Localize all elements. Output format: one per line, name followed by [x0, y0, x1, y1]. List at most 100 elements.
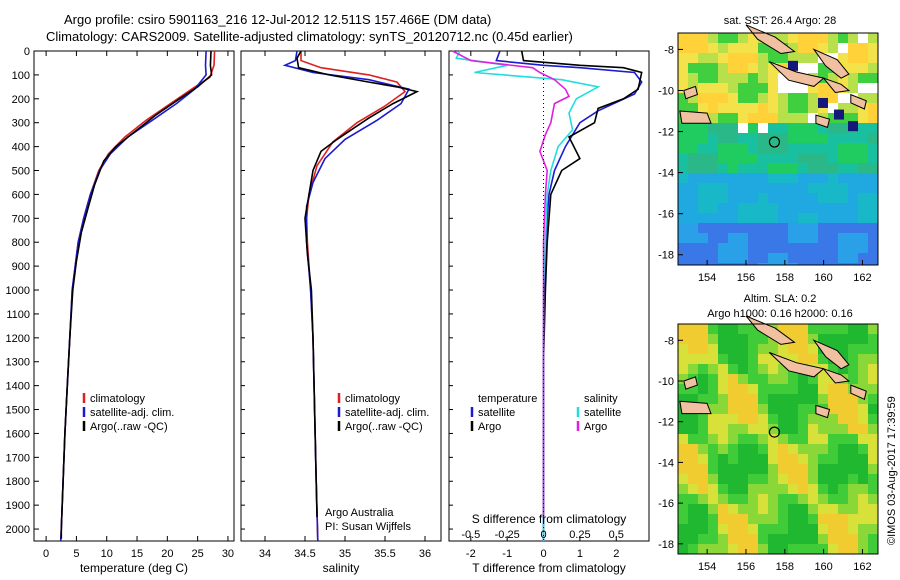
map-cell — [808, 203, 818, 213]
map-cell — [678, 364, 688, 374]
map-cell — [858, 173, 868, 183]
map-cell — [848, 464, 858, 474]
map-cell — [678, 163, 688, 173]
map-cell — [728, 203, 738, 213]
map-cell — [868, 324, 878, 334]
map-cell — [748, 73, 758, 83]
map-cell — [678, 183, 688, 193]
difference-salinity-legend-label: salinity — [584, 393, 618, 405]
figure-title-line2: Climatology: CARS2009. Satellite-adjuste… — [46, 29, 573, 44]
map-cell — [678, 474, 688, 484]
map-cell — [798, 153, 808, 163]
map-cell — [698, 243, 708, 253]
depth-ytick-label: 100 — [12, 70, 30, 82]
temperature-legend-label: satellite-adj. clim. — [90, 407, 174, 419]
map-cell — [698, 384, 708, 394]
map-cell — [718, 263, 728, 265]
map-cell — [728, 394, 738, 404]
map-cell — [708, 354, 718, 364]
map-cell — [728, 263, 738, 265]
map-cell — [678, 434, 688, 444]
map-cell — [818, 354, 828, 364]
map-cell — [728, 324, 738, 334]
map-cell — [848, 424, 858, 434]
map-cell — [738, 504, 748, 514]
map-ytick-label: -18 — [658, 250, 674, 262]
sst-map-panel: sat. SST: 26.4 Argo: 28 154 156 158 160 162 -8… — [658, 15, 879, 284]
map-cell — [728, 474, 738, 484]
depth-ytick-label: 600 — [12, 189, 30, 201]
map-cell — [698, 33, 708, 43]
map-cell — [798, 253, 808, 263]
map-cell — [738, 344, 748, 354]
map-cell — [678, 203, 688, 213]
map-cell — [708, 474, 718, 484]
map-cell — [728, 504, 738, 514]
map-cell — [728, 364, 738, 374]
map-cell — [848, 233, 858, 243]
map-cell — [678, 103, 688, 113]
map-cell — [838, 444, 848, 454]
depth-ytick-label: 1100 — [6, 309, 30, 321]
map-cell — [868, 43, 878, 53]
map-cell — [858, 223, 868, 233]
map-cell — [798, 484, 808, 494]
map-cell — [748, 163, 758, 173]
map-cell — [818, 143, 828, 153]
map-cell — [778, 364, 788, 374]
map-cell — [858, 143, 868, 153]
sla-map-title-line1: Altim. SLA: 0.2 — [744, 293, 817, 305]
map-cell — [758, 364, 768, 374]
map-cell — [798, 464, 808, 474]
map-cell — [858, 334, 868, 344]
map-cell — [738, 203, 748, 213]
map-cell — [758, 243, 768, 253]
map-cell — [828, 223, 838, 233]
map-cell — [708, 213, 718, 223]
map-cell — [818, 153, 828, 163]
map-cell — [868, 344, 878, 354]
map-cell — [738, 213, 748, 223]
map-cell — [758, 153, 768, 163]
map-cell — [758, 384, 768, 394]
map-cell — [808, 43, 818, 53]
map-cell — [738, 83, 748, 93]
map-cell — [738, 193, 748, 203]
map-cell — [788, 324, 798, 334]
map-cell — [698, 73, 708, 83]
map-cell — [778, 544, 788, 554]
map-cell — [858, 133, 868, 143]
map-cell — [738, 514, 748, 524]
difference-series-s-argo — [452, 50, 571, 518]
map-cell — [698, 133, 708, 143]
map-cell — [798, 534, 808, 544]
map-cell — [698, 364, 708, 374]
map-cell — [868, 63, 878, 73]
map-ytick-label: -10 — [658, 85, 674, 97]
map-cell — [728, 243, 738, 253]
map-cell — [798, 113, 808, 123]
map-cell — [838, 173, 848, 183]
map-cell — [838, 143, 848, 153]
map-cell — [748, 223, 758, 233]
map-cell — [688, 63, 698, 73]
map-cell — [738, 424, 748, 434]
map-cell — [678, 73, 688, 83]
map-cell — [758, 424, 768, 434]
map-cell — [718, 484, 728, 494]
map-cell — [728, 544, 738, 554]
map-cell — [868, 414, 878, 424]
map-cell — [728, 53, 738, 63]
map-cell — [848, 133, 858, 143]
map-cell — [848, 444, 858, 454]
island-outline — [815, 114, 831, 129]
map-cell — [748, 103, 758, 113]
map-cell — [868, 404, 878, 414]
map-cell — [688, 434, 698, 444]
map-cell — [788, 103, 798, 113]
map-cell — [808, 534, 818, 544]
map-cell — [768, 354, 778, 364]
map-cell — [678, 534, 688, 544]
map-cell — [748, 33, 758, 43]
map-cell — [808, 404, 818, 414]
